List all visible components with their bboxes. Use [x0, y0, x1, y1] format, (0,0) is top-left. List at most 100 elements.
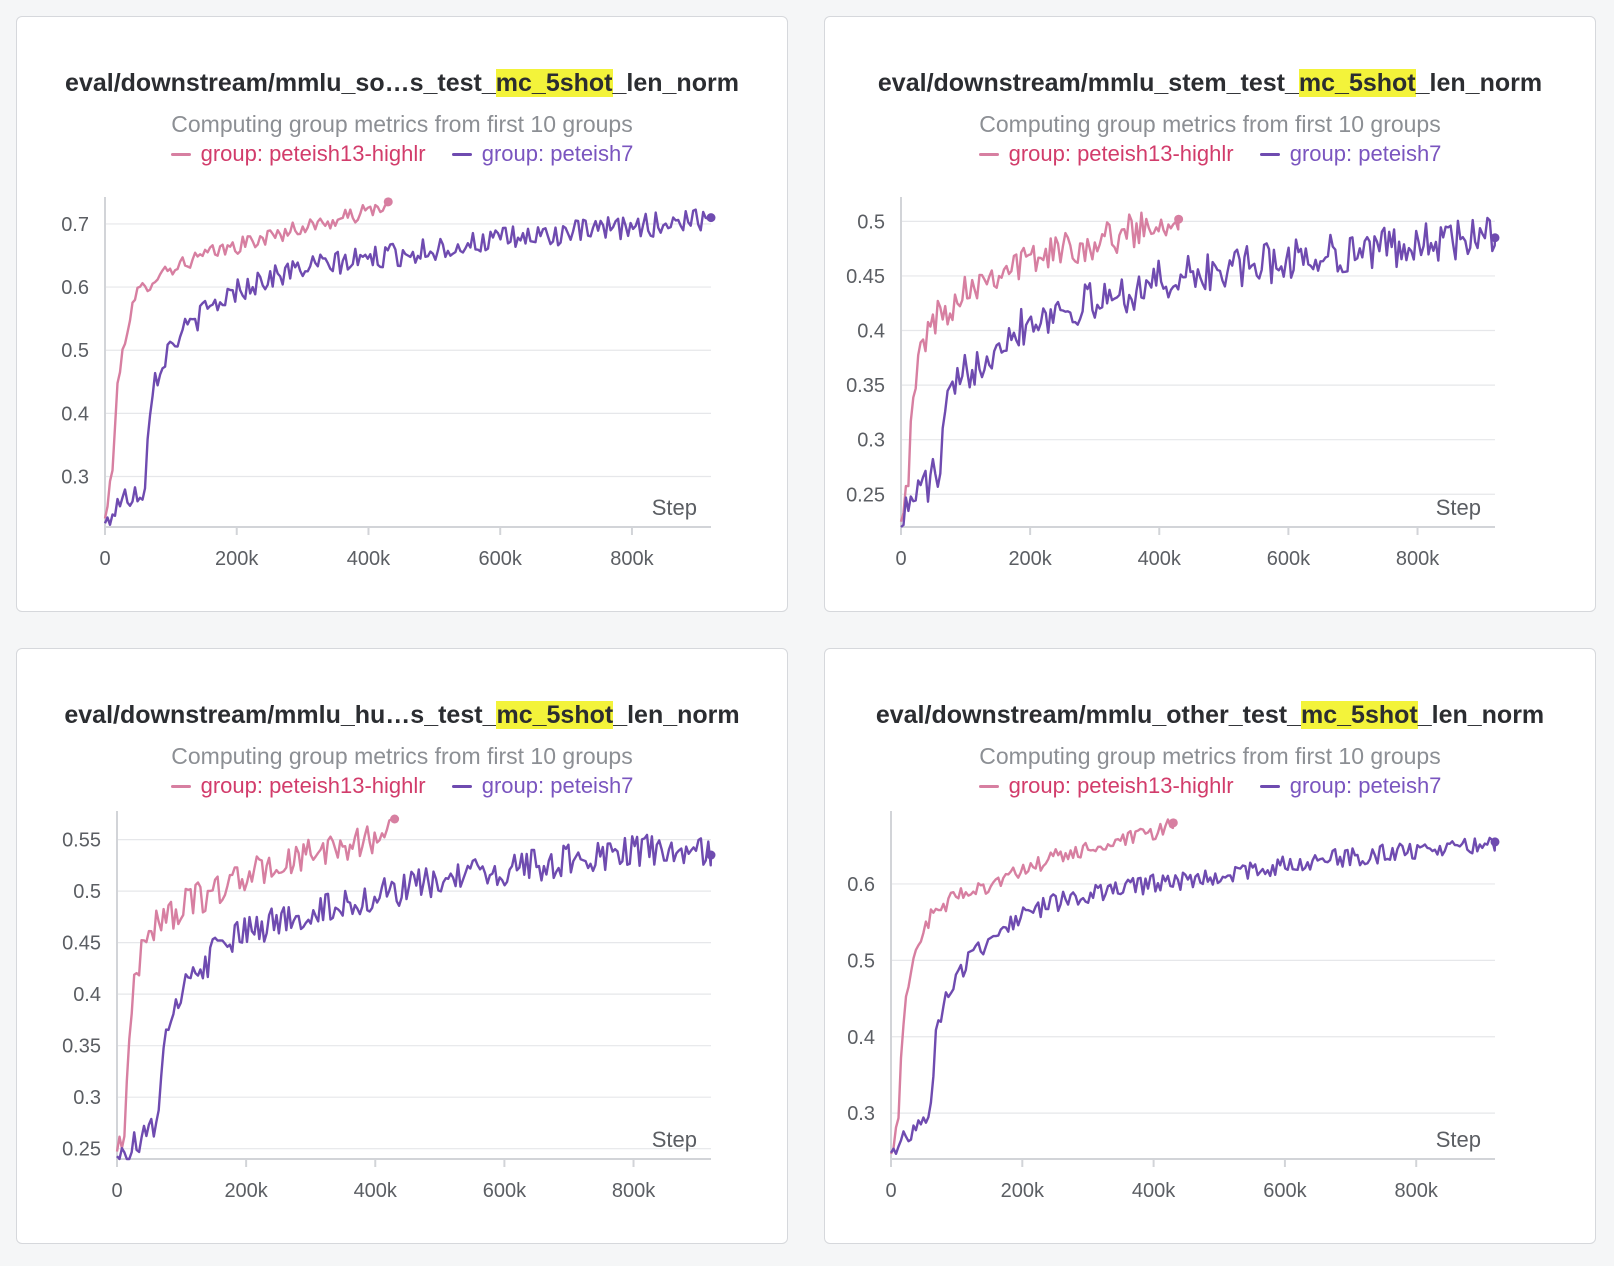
y-tick-label: 0.35 [846, 375, 885, 397]
legend-item-peteish7[interactable]: group: peteish7 [451, 141, 633, 167]
chart-panel[interactable]: eval/downstream/mmlu_other_test_mc_5shot… [824, 648, 1596, 1244]
chart-subtitle: Computing group metrics from first 10 gr… [171, 743, 633, 769]
series-line[interactable] [889, 818, 1175, 1155]
series-end-marker [390, 814, 400, 824]
chart-panel[interactable]: eval/downstream/mmlu_so…s_test_mc_5shot_… [16, 16, 788, 612]
highlight: mc_5shot [1298, 69, 1416, 97]
series-line[interactable] [103, 208, 713, 526]
x-tick-label: 0 [885, 1180, 896, 1202]
legend: group: peteish13-highlr group: peteish7 [17, 773, 787, 799]
line-chart[interactable]: 0.25 0.3 0.35 0.4 0.45 0.5 0 200k 400k 600k 800k St… [825, 17, 1597, 613]
x-tick-label: 400k [1132, 1180, 1176, 1202]
legend-swatch [978, 152, 999, 156]
series-end-marker [383, 197, 393, 207]
line-chart[interactable]: 0.3 0.4 0.5 0.6 0 200k 400k 600k 800k Step [825, 649, 1597, 1245]
x-tick-label: 200k [1001, 1180, 1045, 1202]
chart-title: eval/downstream/mmlu_other_test_mc_5shot… [875, 701, 1545, 729]
x-axis-label: Step [1436, 1127, 1481, 1152]
series-line[interactable] [103, 201, 390, 519]
y-tick-label: 0.4 [61, 403, 89, 425]
highlight: mc_5shot [1301, 701, 1418, 729]
y-tick-label: 0.25 [846, 484, 885, 506]
legend-swatch [170, 152, 191, 156]
legend: group: peteish13-highlr group: peteish7 [825, 141, 1595, 167]
chart-panel[interactable]: eval/downstream/mmlu_stem_test_mc_5shot_… [824, 16, 1596, 612]
x-tick-label: 400k [354, 1180, 398, 1202]
x-tick-label: 200k [224, 1180, 268, 1202]
legend-item-peteish13-highlr[interactable]: group: peteish13-highlr [170, 773, 426, 799]
y-tick-label: 0.5 [73, 881, 101, 903]
line-chart[interactable]: 0.25 0.3 0.35 0.4 0.45 0.5 0.55 0 200k 400k 600k 80… [17, 649, 789, 1245]
series-line[interactable] [889, 836, 1497, 1155]
chart-title: eval/downstream/mmlu_hu…s_test_mc_5shot_… [64, 701, 740, 729]
series-end-marker [1174, 214, 1184, 224]
y-tick-label: 0.4 [73, 984, 101, 1006]
series-line[interactable] [116, 833, 713, 1161]
y-tick-label: 0.6 [847, 874, 875, 896]
series-line[interactable] [900, 216, 1497, 528]
highlight: mc_5shot [496, 701, 614, 729]
chart-panel[interactable]: eval/downstream/mmlu_hu…s_test_mc_5shot_… [16, 648, 788, 1244]
chart-subtitle: Computing group metrics from first 10 gr… [979, 743, 1441, 769]
x-axis-label: Step [652, 495, 697, 520]
y-tick-label: 0.4 [847, 1027, 875, 1049]
x-tick-label: 200k [215, 548, 259, 570]
legend-swatch [451, 784, 472, 788]
y-tick-label: 0.25 [62, 1139, 101, 1161]
x-tick-label: 600k [483, 1180, 527, 1202]
y-tick-label: 0.3 [857, 430, 885, 452]
y-tick-label: 0.45 [846, 266, 885, 288]
y-tick-label: 0.45 [62, 933, 101, 955]
legend: group: peteish13-highlr group: peteish7 [825, 773, 1595, 799]
series-end-marker [1168, 818, 1178, 828]
x-tick-label: 0 [111, 1180, 122, 1202]
chart-title: eval/downstream/mmlu_stem_test_mc_5shot_… [877, 69, 1543, 97]
y-tick-label: 0.6 [61, 277, 89, 299]
x-tick-label: 400k [347, 548, 391, 570]
x-tick-label: 0 [895, 548, 906, 570]
legend-swatch [978, 784, 999, 788]
y-tick-label: 0.35 [62, 1036, 101, 1058]
x-tick-label: 0 [99, 548, 110, 570]
legend-swatch [451, 152, 472, 156]
x-tick-label: 400k [1138, 548, 1182, 570]
x-tick-label: 800k [1396, 548, 1440, 570]
x-tick-label: 800k [1395, 1180, 1439, 1202]
x-axis-label: Step [652, 1127, 697, 1152]
legend-swatch [1259, 784, 1280, 788]
legend-swatch [170, 784, 191, 788]
series-end-marker [706, 213, 716, 223]
legend: group: peteish13-highlr group: peteish7 [17, 141, 787, 167]
series-end-marker [706, 850, 716, 860]
chart-title: eval/downstream/mmlu_so…s_test_mc_5shot_… [65, 69, 739, 97]
y-tick-label: 0.5 [61, 340, 89, 362]
series-end-marker [1490, 837, 1500, 847]
y-tick-label: 0.5 [857, 211, 885, 233]
legend-item-peteish13-highlr[interactable]: group: peteish13-highlr [170, 141, 426, 167]
series-line[interactable] [115, 817, 396, 1152]
chart-subtitle: Computing group metrics from first 10 gr… [979, 111, 1441, 137]
y-tick-label: 0.55 [62, 830, 101, 852]
chart-subtitle: Computing group metrics from first 10 gr… [171, 111, 633, 137]
line-chart[interactable]: 0.3 0.4 0.5 0.6 0.7 0 200k 400k 600k 800k Step [17, 17, 789, 613]
legend-item-peteish7[interactable]: group: peteish7 [451, 773, 633, 799]
x-tick-label: 600k [1267, 548, 1311, 570]
legend-swatch [1259, 152, 1280, 156]
legend-item-peteish13-highlr[interactable]: group: peteish13-highlr [978, 141, 1234, 167]
y-tick-label: 0.3 [73, 1087, 101, 1109]
x-tick-label: 800k [612, 1180, 656, 1202]
x-tick-label: 600k [479, 548, 523, 570]
x-axis-label: Step [1436, 495, 1481, 520]
series-end-marker [1490, 233, 1500, 243]
legend-item-peteish7[interactable]: group: peteish7 [1259, 773, 1441, 799]
y-tick-label: 0.7 [61, 214, 89, 236]
legend-item-peteish13-highlr[interactable]: group: peteish13-highlr [978, 773, 1234, 799]
x-tick-label: 200k [1008, 548, 1052, 570]
y-tick-label: 0.4 [857, 321, 885, 343]
y-tick-label: 0.3 [61, 466, 89, 488]
y-tick-label: 0.5 [847, 950, 875, 972]
highlight: mc_5shot [495, 69, 613, 97]
legend-item-peteish7[interactable]: group: peteish7 [1259, 141, 1441, 167]
x-tick-label: 800k [610, 548, 654, 570]
series-line[interactable] [899, 211, 1180, 523]
